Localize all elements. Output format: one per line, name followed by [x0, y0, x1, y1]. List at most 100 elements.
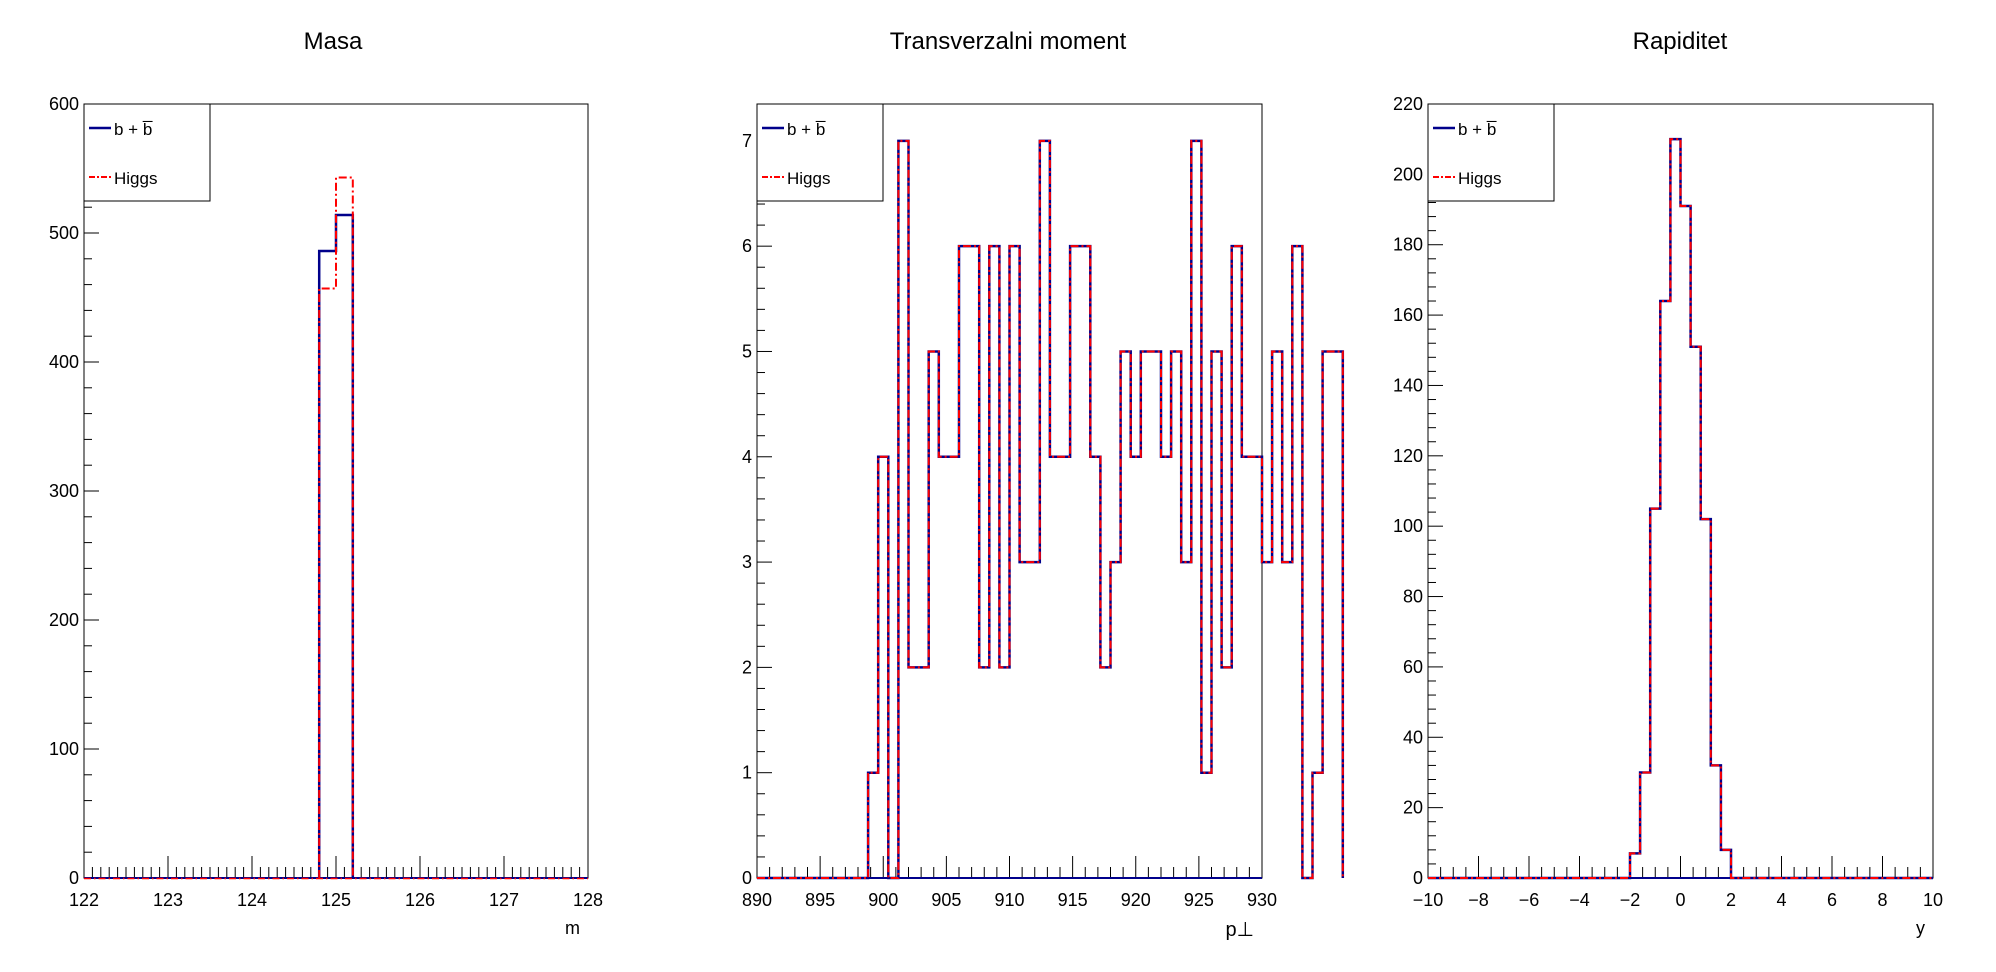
series-line-higgs — [1428, 138, 1933, 879]
series-line-bbar — [317, 213, 355, 878]
x-tick-label: 122 — [69, 890, 99, 910]
panel-2: Transverzalni moment 0 1 2 3 4 5 6 7 890 895 900 905… — [742, 28, 1345, 941]
histogram-bin — [336, 215, 353, 878]
x-tick-label: 0 — [1675, 890, 1685, 910]
legend-box — [1427, 103, 1555, 202]
chart-title: Rapiditet — [1633, 28, 1728, 55]
y-tick-label: 300 — [49, 481, 79, 501]
legend-box — [756, 103, 884, 202]
x-tick-label: −2 — [1620, 890, 1641, 910]
histogram-bin — [1272, 351, 1282, 878]
y-tick-label: 0 — [742, 868, 752, 888]
y-tick-label: 2 — [742, 657, 752, 677]
histogram-bin — [1151, 351, 1161, 878]
y-tick-label: 40 — [1403, 727, 1423, 747]
y-tick-label: 400 — [49, 352, 79, 372]
histogram-bin — [1201, 773, 1211, 878]
histogram-bin — [1030, 562, 1040, 878]
x-tick-label: 925 — [1184, 890, 1214, 910]
plot-frame — [1427, 103, 1934, 879]
histogram-bin — [919, 667, 929, 878]
x-tick-label: 900 — [868, 890, 898, 910]
x-tick-label: −8 — [1468, 890, 1489, 910]
x-tick-label: 2 — [1726, 890, 1736, 910]
y-tick-label: 220 — [1393, 94, 1423, 114]
histogram-bin — [1242, 457, 1252, 878]
histogram-bin — [878, 457, 888, 878]
y-tick-label: 160 — [1393, 305, 1423, 325]
histogram-bin — [1060, 457, 1070, 878]
series-line-bbar — [1428, 137, 1933, 880]
x-tick-label: 125 — [321, 890, 351, 910]
x-tick-label: −4 — [1569, 890, 1590, 910]
x-tick-label: 895 — [805, 890, 835, 910]
legend: b + b̅ Higgs — [1427, 103, 1555, 202]
y-tick-label: 100 — [49, 739, 79, 759]
x-tick-label: 930 — [1247, 890, 1277, 910]
histogram-bin — [1161, 457, 1171, 878]
histogram-bin — [1313, 773, 1323, 878]
histogram-bin — [959, 246, 969, 878]
histogram-bin — [1121, 351, 1131, 878]
histogram-bin — [999, 667, 1009, 878]
x-tick-label: 915 — [1058, 890, 1088, 910]
histogram-bin — [909, 667, 919, 878]
histogram-bin — [1040, 141, 1050, 878]
y-tick-label: 0 — [69, 868, 79, 888]
x-tick-label: −10 — [1413, 890, 1444, 910]
histogram-bin — [1262, 562, 1272, 878]
y-tick-label: 3 — [742, 552, 752, 572]
histogram-bin — [1191, 141, 1201, 878]
chart-title: Transverzalni moment — [890, 28, 1127, 55]
x-tick-label: 8 — [1877, 890, 1887, 910]
histogram-bin — [1282, 562, 1292, 878]
x-tick-label: 890 — [742, 890, 772, 910]
histogram-bin — [969, 246, 979, 878]
x-axis-label: m — [565, 918, 580, 938]
legend-box — [83, 103, 211, 202]
histogram-bin — [1111, 562, 1121, 878]
histogram-bin — [1212, 351, 1222, 878]
x-tick-label: 910 — [994, 890, 1024, 910]
x-tick-label: −6 — [1519, 890, 1540, 910]
histogram-bin — [1232, 246, 1242, 878]
histogram-bin — [949, 457, 959, 878]
y-tick-label: 120 — [1393, 446, 1423, 466]
histogram-bin — [1010, 246, 1020, 878]
y-tick-label: 600 — [49, 94, 79, 114]
histogram-bin — [1711, 765, 1721, 878]
histogram-bin — [1090, 457, 1100, 878]
panel-1: Masa 0 100 200 300 400 500 600 122 123 124 125 126 12… — [49, 28, 603, 938]
x-tick-label: 126 — [405, 890, 435, 910]
histogram-bin — [939, 457, 949, 878]
x-tick-label: 10 — [1923, 890, 1943, 910]
y-tick-label: 60 — [1403, 657, 1423, 677]
histogram-bin — [1070, 246, 1080, 878]
x-axis-label: y — [1916, 918, 1925, 938]
legend-label-higgs: Higgs — [787, 169, 830, 188]
histogram-bin — [1721, 850, 1731, 878]
histogram-bin — [1660, 301, 1670, 878]
panel-3: Rapiditet020406080100120140160180200220−… — [1393, 28, 1943, 938]
legend-label-higgs: Higgs — [114, 169, 157, 188]
series-line-higgs — [757, 139, 1344, 879]
legend: b + b̅ Higgs — [83, 103, 211, 202]
y-tick-label: 7 — [742, 131, 752, 151]
legend: b + b̅ Higgs — [756, 103, 884, 202]
x-tick-label: 123 — [153, 890, 183, 910]
histogram-bin — [1640, 772, 1650, 878]
histogram-bin — [1670, 139, 1680, 878]
y-tick-label: 140 — [1393, 375, 1423, 395]
legend-label-higgs: Higgs — [1458, 169, 1501, 188]
histogram-bin — [1650, 509, 1660, 878]
histogram-bin — [979, 667, 989, 878]
y-tick-label: 4 — [742, 447, 752, 467]
histogram-bin — [1100, 667, 1110, 878]
y-tick-label: 20 — [1403, 798, 1423, 818]
histogram-bin — [1080, 246, 1090, 878]
y-tick-label: 100 — [1393, 516, 1423, 536]
histogram-bin — [1141, 351, 1151, 878]
histogram-bin — [1323, 351, 1333, 878]
histogram-bin — [1292, 246, 1302, 878]
